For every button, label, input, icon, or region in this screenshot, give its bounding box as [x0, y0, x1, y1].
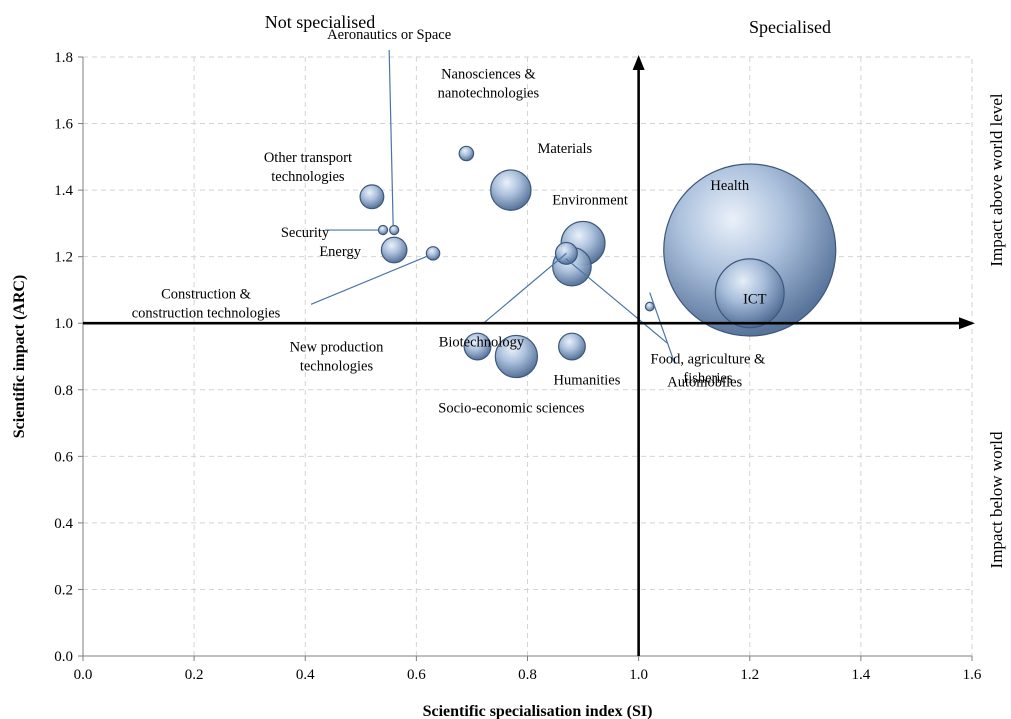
bubble-label-automobiles: Automobiles	[667, 375, 742, 391]
bubble-label-new-production-technologies: New production technologies	[290, 340, 385, 375]
quadrant-label-not-specialised: Not specialised	[265, 12, 375, 32]
x-tick-label: 1.4	[852, 667, 871, 683]
bubble-energy	[380, 236, 408, 264]
bubble-label-health: Health	[710, 178, 749, 194]
bubble-label-construction-and-construction-technologies: Construction & construction technologies	[132, 286, 281, 321]
bubble-label-aeronautics-or-space: Aeronautics or Space	[327, 27, 451, 43]
reference-arrowhead-right	[959, 317, 975, 330]
bubble-label-nanosciences-and-nanotechnologies: Nanosciences & nanotechnologies	[438, 67, 540, 102]
bubble-automobiles	[644, 301, 655, 312]
x-tick-label: 0.4	[296, 667, 315, 683]
x-axis-title: Scientific specialisation index (SI)	[423, 703, 653, 719]
bubble-label-ict: ICT	[743, 291, 767, 307]
bubble-nanosciences-and-nanotechnologies	[458, 145, 475, 162]
y-tick-label: 1.2	[54, 250, 73, 266]
bubble-socio-economic-sciences	[494, 334, 539, 379]
leader-line-construction-and-construction-technologies	[310, 255, 428, 305]
x-tick-label: 1.2	[740, 667, 759, 683]
bubble-aeronautics-or-space	[388, 224, 400, 236]
y-tick-label: 0.2	[54, 582, 73, 598]
bubble-label-security: Security	[281, 225, 330, 241]
leader-line-food-agriculture-and-fisheries	[565, 258, 669, 345]
y-tick-label: 1.0	[54, 316, 73, 332]
side-label-above-world: Impact above world level	[987, 93, 1006, 267]
bubble-security	[377, 224, 389, 236]
y-tick-label: 1.8	[54, 50, 73, 66]
bubble-biotechnology	[554, 241, 578, 265]
bubble-health	[663, 163, 837, 337]
leader-line-automobiles	[649, 292, 676, 364]
leader-line-aeronautics-or-space	[388, 50, 394, 226]
x-tick-label: 1.6	[963, 667, 982, 683]
bubble-ict	[714, 258, 785, 329]
bubble-label-humanities: Humanities	[554, 373, 621, 389]
bubble-label-other-transport-technologies: Other transport technologies	[264, 150, 352, 185]
side-label-below-world: Impact below world	[987, 431, 1006, 568]
y-tick-label: 0.0	[54, 649, 73, 665]
y-tick-label: 0.6	[54, 449, 73, 465]
bubble-label-energy: Energy	[319, 244, 361, 260]
bubble-materials	[490, 169, 532, 211]
y-tick-label: 1.6	[54, 117, 73, 133]
x-tick-label: 1.0	[629, 667, 648, 683]
bubble-label-socio-economic-sciences: Socio-economic sciences	[438, 401, 585, 417]
bubble-humanities	[558, 332, 586, 361]
x-tick-label: 0.6	[407, 667, 426, 683]
x-tick-label: 0.0	[74, 667, 93, 683]
y-tick-label: 0.4	[54, 516, 73, 532]
y-tick-label: 0.8	[54, 383, 73, 399]
bubble-label-materials: Materials	[537, 141, 592, 157]
bubble-construction-and-construction-technologies	[425, 246, 441, 261]
bubble-other-transport-technologies	[359, 184, 385, 210]
leader-line-biotechnology	[483, 252, 567, 324]
bubble-new-production-technologies	[463, 332, 492, 361]
quadrant-label-specialised: Specialised	[749, 17, 831, 37]
y-tick-label: 1.4	[54, 183, 73, 199]
x-tick-label: 0.8	[518, 667, 537, 683]
bubble-label-food-agriculture-and-fisheries: Food, agriculture & fisheries	[651, 352, 766, 387]
bubble-label-biotechnology: Biotechnology	[439, 334, 525, 350]
x-tick-label: 0.2	[185, 667, 204, 683]
reference-arrowhead-up	[632, 55, 645, 70]
bubble-label-environment: Environment	[552, 192, 628, 208]
y-axis-title: Scientific impact (ARC)	[11, 275, 28, 439]
